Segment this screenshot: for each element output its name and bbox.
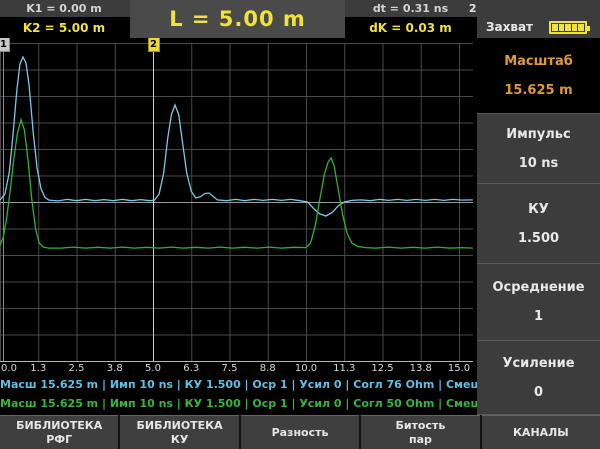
length-readout-box: L = 5.00 m: [130, 0, 345, 38]
library-ku-button[interactable]: БИБЛИОТЕКА КУ: [120, 415, 239, 449]
parameter-sidebar: Масштаб 15.625 m Импульс 10 ns КУ 1.500 …: [477, 38, 600, 415]
x-tick-label: 11.3: [333, 363, 356, 374]
pair-split-button[interactable]: Битость пар: [361, 415, 480, 449]
sidebar-item-scale[interactable]: Масштаб 15.625 m: [477, 38, 600, 114]
sidebar-item-pulse[interactable]: Импульс 10 ns: [477, 114, 600, 184]
difference-button[interactable]: Разность: [240, 415, 360, 449]
delta-distance-readout: dK = 0.03 m: [369, 20, 452, 35]
cursor2-position-readout: K2 = 5.00 m: [22, 20, 106, 35]
battery-bar: [578, 24, 584, 31]
battery-bar: [571, 24, 578, 31]
library-rfg-button[interactable]: БИБЛИОТЕКА РФГ: [0, 415, 119, 449]
gain-value: 0: [533, 384, 544, 400]
battery-bar: [552, 24, 558, 31]
pulse-value: 10 ns: [518, 155, 559, 171]
scale-value: 15.625 m: [504, 82, 573, 98]
cursor2-position-readout-box: K2 = 5.00 m: [0, 17, 128, 38]
x-tick-label: 2.5: [68, 363, 85, 374]
x-tick-label: 8.8: [259, 363, 276, 374]
delta-distance-readout-box: dK = 0.03 m: [348, 17, 473, 38]
waveform-svg: [0, 43, 473, 362]
ku-value: 1.500: [517, 230, 560, 246]
averaging-value: 1: [533, 309, 544, 324]
sidebar-item-gain[interactable]: Усиление 0: [477, 341, 600, 415]
capture-status-panel: Захват: [477, 0, 600, 38]
x-tick-label: 1.3: [30, 363, 47, 374]
gain-label: Усиление: [502, 355, 575, 371]
channels-button[interactable]: КАНАЛЫ: [481, 415, 600, 449]
battery-bar: [558, 24, 565, 31]
capture-status-label: Захват: [486, 20, 534, 34]
battery-bar: [565, 24, 571, 31]
x-tick-label: 15.0: [447, 363, 471, 374]
length-readout: L = 5.00 m: [169, 7, 306, 31]
channel2-status-line: Масш 15.625 m | Имп 10 ns | КУ 1.500 | О…: [0, 397, 507, 410]
cursor2-marker[interactable]: 2: [147, 36, 160, 52]
pulse-label: Импульс: [506, 126, 571, 142]
waveform-plot: 1 2 0.0 1.3 2.5 3.8 5.0 6.3 7.5 8.8 10.0 11.3 12.5…: [0, 17, 507, 415]
x-tick-label: 13.8: [409, 363, 432, 374]
cursor1-marker[interactable]: 1: [0, 36, 10, 52]
x-tick-label: 10.0: [294, 363, 318, 374]
sidebar-item-ku[interactable]: КУ 1.500: [477, 184, 600, 264]
cursor1-position-readout: K1 = 0.00 m: [26, 2, 102, 15]
function-key-row: БИБЛИОТЕКА РФГ БИБЛИОТЕКА КУ Разность Би…: [0, 415, 600, 449]
x-tick-label: 5.0: [145, 363, 161, 374]
x-tick-label: 7.5: [221, 363, 238, 374]
x-tick-label: 12.5: [371, 363, 394, 374]
x-tick-label: 6.3: [183, 363, 200, 374]
scale-label: Масштаб: [504, 53, 573, 69]
trace-channel-2: [0, 117, 473, 249]
channel1-status-line: Масш 15.625 m | Имп 10 ns | КУ 1.500 | О…: [0, 378, 495, 391]
averaging-label: Осреднение: [492, 280, 585, 295]
battery-icon: [549, 21, 590, 34]
ku-label: КУ: [528, 201, 549, 217]
sidebar-item-averaging[interactable]: Осреднение 1: [477, 264, 600, 341]
x-tick-label: 3.8: [106, 363, 123, 374]
delta-time-readout: dt = 0.31 ns: [372, 2, 449, 15]
x-tick-label: 0.0: [1, 363, 17, 374]
trace-channel-1: [0, 55, 473, 217]
